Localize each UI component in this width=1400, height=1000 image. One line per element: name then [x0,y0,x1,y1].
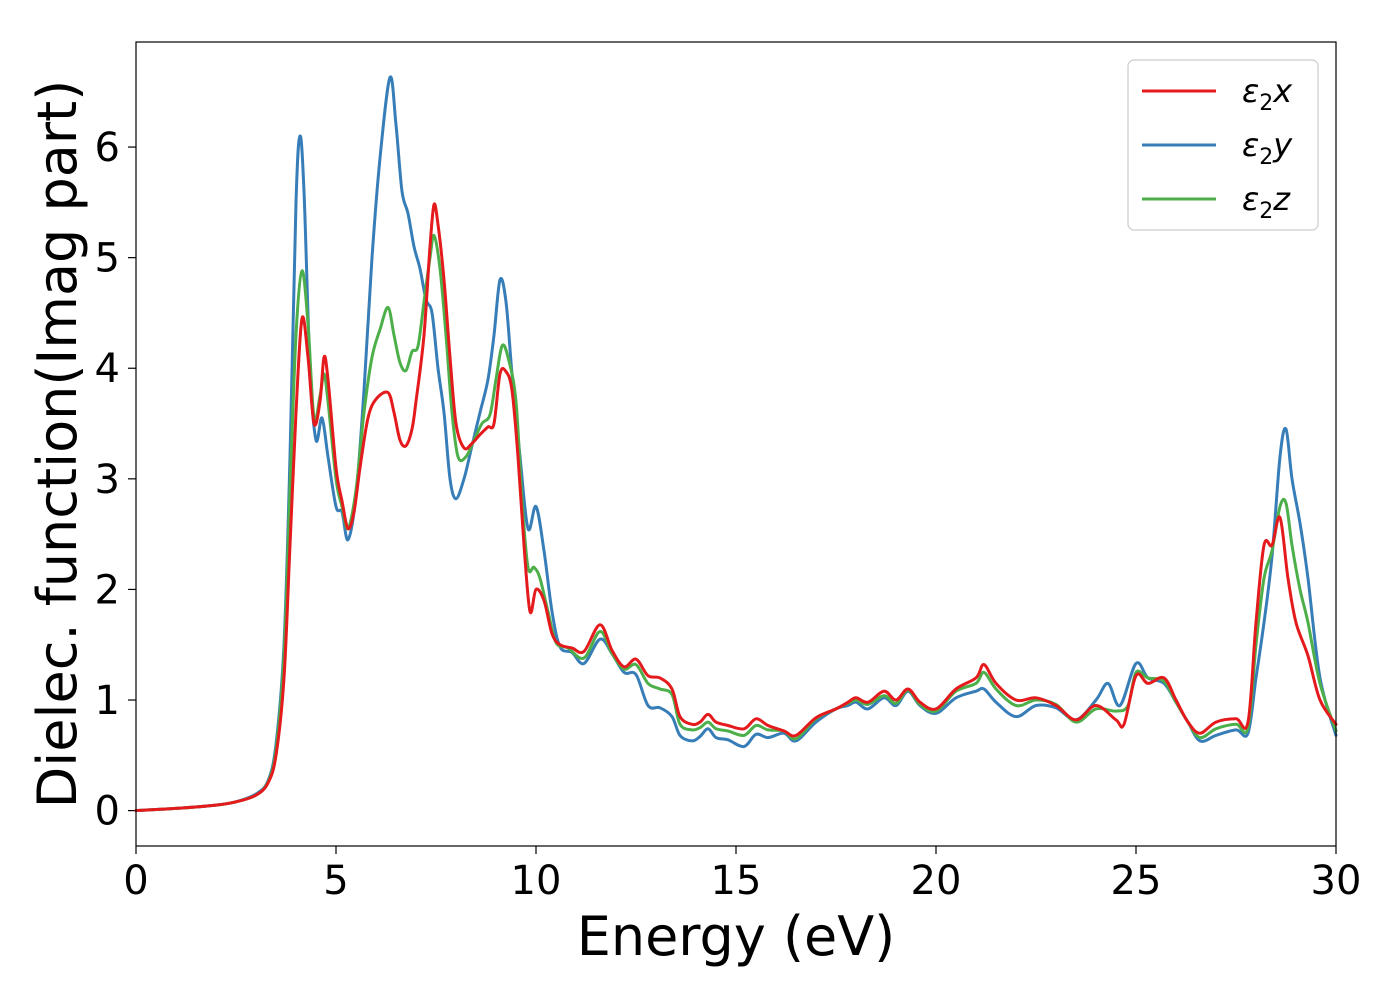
series-line-x [134,202,1338,813]
y-tick-label: 0 [95,789,120,835]
x-tick-label: 15 [711,858,762,904]
x-tick-label: 30 [1311,858,1362,904]
x-tick-label: 20 [911,858,962,904]
x-axis-title: Energy (eV) [577,905,896,968]
x-tick-label: 0 [123,858,148,904]
x-tick-label: 5 [323,858,348,904]
x-tick-label: 10 [511,858,562,904]
legend-box [1127,59,1319,231]
x-axis-ticks: 0 5 10 15 20 25 30 [123,846,1361,904]
y-tick-label: 2 [95,567,120,613]
y-axis-ticks: 0 1 2 3 4 5 6 [95,125,136,835]
legend-label-x: ε2x [1242,72,1293,116]
legend-label-y: ε2y [1242,126,1293,170]
y-tick-label: 4 [95,346,120,392]
y-tick-label: 3 [95,457,120,503]
plot-frame [135,41,1337,847]
legend: ε2x ε2y ε2z [1127,59,1319,231]
y-tick-label: 1 [95,678,120,724]
legend-label-z: ε2z [1242,180,1291,224]
x-tick-label: 25 [1111,858,1162,904]
y-tick-label: 6 [95,125,120,171]
y-axis-title: Dielec. function(Imag part) [26,80,89,809]
y-tick-label: 5 [95,236,120,282]
series-layer [134,75,1338,813]
